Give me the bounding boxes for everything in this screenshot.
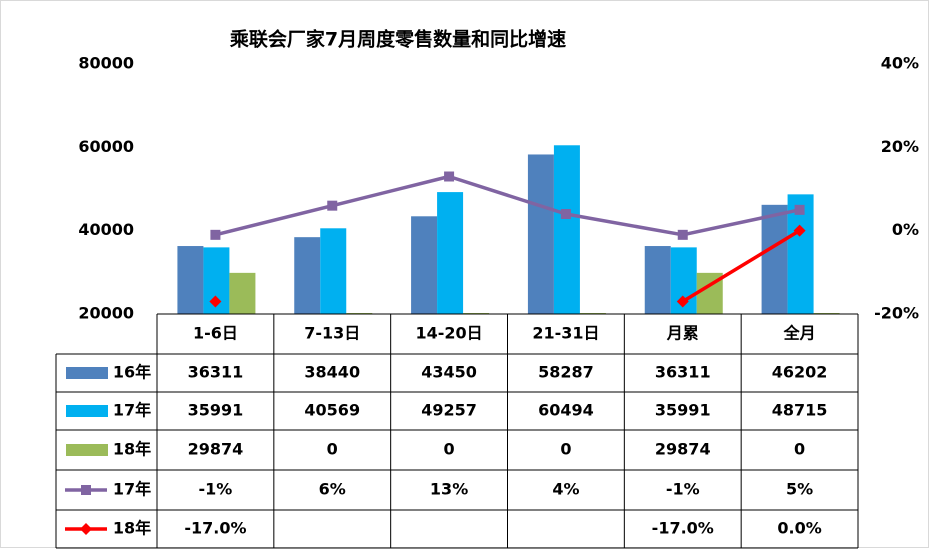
table-cell: 43450 xyxy=(421,363,477,382)
y2-axis-tick-label: -20% xyxy=(874,304,919,323)
table-cell: 13% xyxy=(430,480,468,499)
table-cell: 60494 xyxy=(538,401,594,420)
legend-key xyxy=(80,523,92,535)
line-point xyxy=(677,229,688,240)
y-axis-tick-label: 80000 xyxy=(78,54,134,73)
legend-key xyxy=(66,367,108,379)
series-line xyxy=(447,174,568,216)
legend-label: 18年 xyxy=(113,440,151,459)
table-cell: 6% xyxy=(319,480,346,499)
table-cell: 49257 xyxy=(421,401,477,420)
table-cell: 0 xyxy=(444,440,455,459)
y-axis-tick-label: 40000 xyxy=(78,220,134,239)
line-point xyxy=(560,209,571,219)
legend-label: 17年 xyxy=(113,401,151,420)
legend-key xyxy=(66,405,108,417)
series-line xyxy=(213,203,334,237)
y-axis-tick-label: 60000 xyxy=(78,137,134,156)
category-label: 14-20日 xyxy=(415,324,482,343)
bar xyxy=(437,192,464,314)
category-label: 全月 xyxy=(783,324,816,343)
bar xyxy=(411,216,438,314)
line-point xyxy=(794,204,805,215)
table-cell: 0 xyxy=(794,440,805,459)
table-cell: -1% xyxy=(199,480,233,499)
table-cell: 5% xyxy=(786,480,813,499)
bar xyxy=(761,204,788,314)
line-point xyxy=(210,229,221,240)
table-cell: 36311 xyxy=(655,363,711,382)
table-cell: -17.0% xyxy=(652,519,714,538)
bar xyxy=(177,246,204,314)
category-label: 7-13日 xyxy=(304,324,360,343)
category-label: 1-6日 xyxy=(193,324,238,343)
y2-axis-tick-label: 40% xyxy=(881,54,919,73)
category-label: 21-31日 xyxy=(532,324,599,343)
table-cell: 48715 xyxy=(772,401,828,420)
bar xyxy=(553,145,580,314)
table-cell: 58287 xyxy=(538,363,594,382)
legend-key xyxy=(81,485,91,495)
y2-axis-tick-label: 20% xyxy=(881,137,919,156)
bar xyxy=(644,246,671,314)
table-cell: 36311 xyxy=(188,363,244,382)
y-axis-tick-label: 20000 xyxy=(78,304,134,323)
series-line xyxy=(564,212,685,237)
legend-label: 18年 xyxy=(113,519,151,538)
category-label: 月累 xyxy=(666,324,699,343)
table-cell: -1% xyxy=(666,480,700,499)
table-cell: 0 xyxy=(327,440,338,459)
line-point xyxy=(444,171,455,182)
line-point xyxy=(793,224,806,237)
table-cell: 4% xyxy=(552,480,579,499)
bar xyxy=(527,154,554,314)
bar xyxy=(294,237,321,314)
line-point xyxy=(676,295,689,308)
table-cell: 0 xyxy=(560,440,571,459)
legend-label: 17年 xyxy=(113,480,151,499)
table-cell: 29874 xyxy=(655,440,711,459)
series-line xyxy=(681,228,802,304)
legend-label: 16年 xyxy=(113,363,151,382)
table-cell: -17.0% xyxy=(184,519,246,538)
table-cell: 38440 xyxy=(304,363,360,382)
table-cell: 35991 xyxy=(188,401,244,420)
table-cell: 0.0% xyxy=(777,519,821,538)
table-cell: 40569 xyxy=(304,401,360,420)
line-point xyxy=(327,200,338,211)
legend-key xyxy=(66,444,108,456)
table-cell: 29874 xyxy=(188,440,244,459)
table-cell: 46202 xyxy=(772,363,828,382)
series-line xyxy=(681,208,802,237)
series-line xyxy=(330,174,451,208)
bar xyxy=(320,228,347,314)
bar xyxy=(229,272,256,314)
table-cell: 35991 xyxy=(655,401,711,420)
y2-axis-tick-label: 0% xyxy=(892,220,919,239)
line-point xyxy=(209,295,222,308)
chart-title: 乘联会厂家7月周度零售数量和同比增速 xyxy=(229,28,566,51)
